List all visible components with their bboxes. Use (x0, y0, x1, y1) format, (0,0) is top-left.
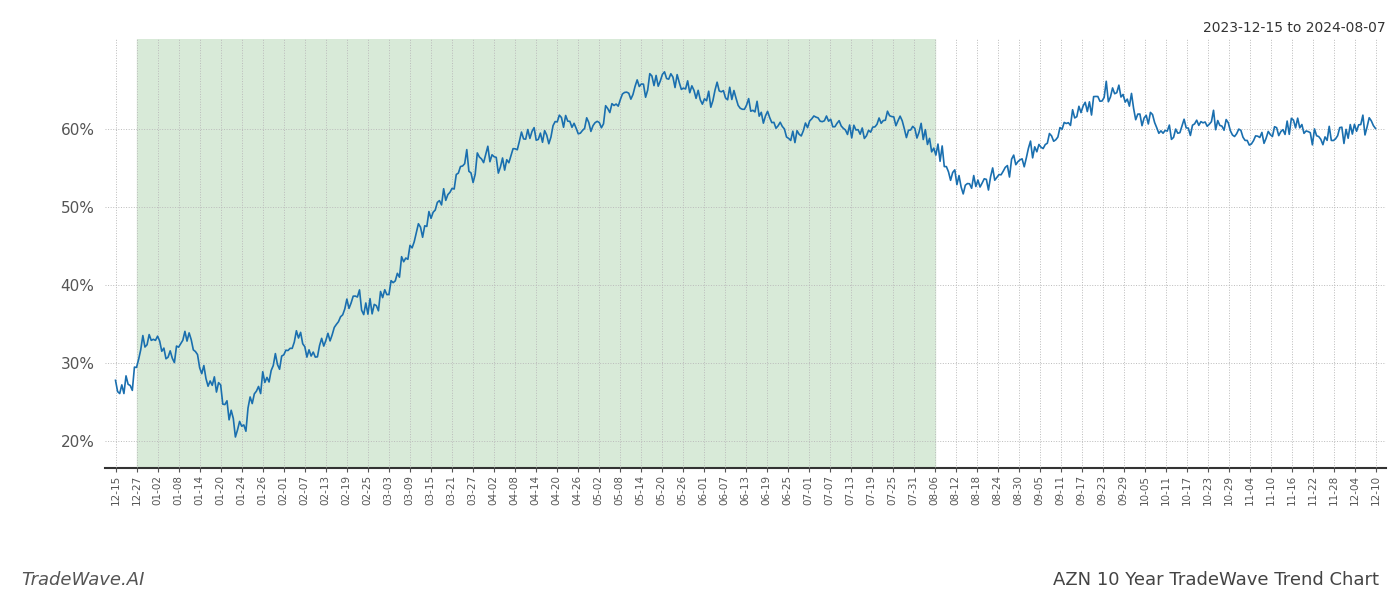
Text: AZN 10 Year TradeWave Trend Chart: AZN 10 Year TradeWave Trend Chart (1053, 571, 1379, 589)
Text: 2023-12-15 to 2024-08-07: 2023-12-15 to 2024-08-07 (1204, 21, 1386, 35)
Text: TradeWave.AI: TradeWave.AI (21, 571, 144, 589)
Bar (137, 39, 935, 468)
